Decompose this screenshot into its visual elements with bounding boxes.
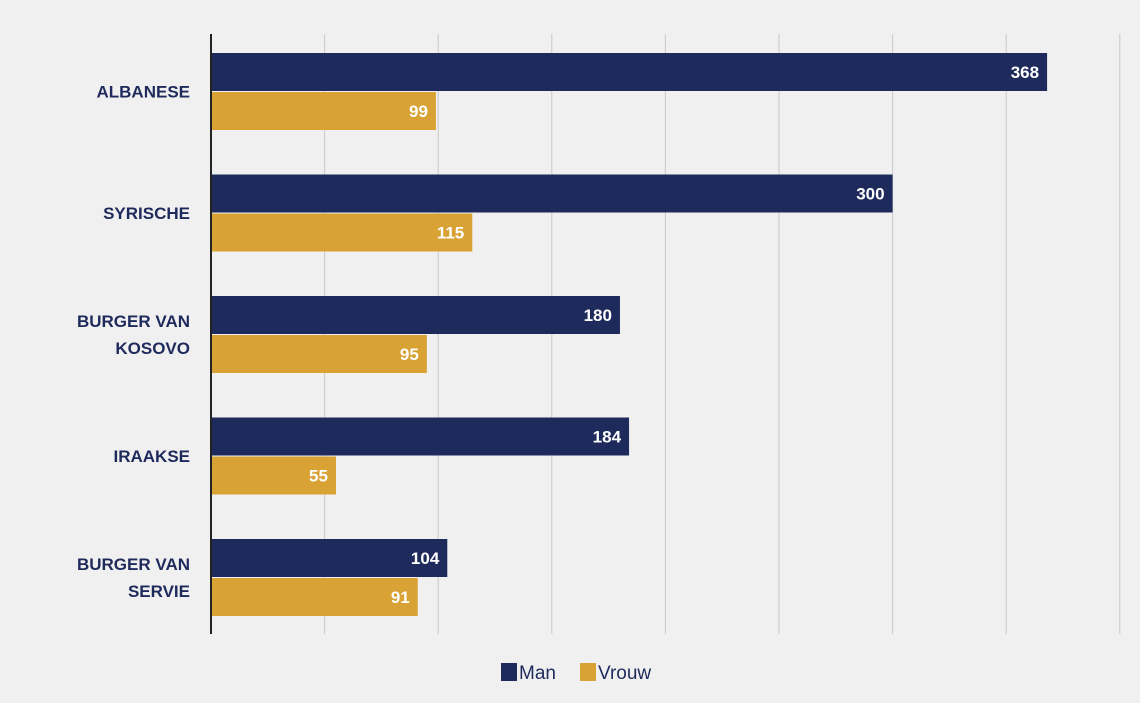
data-label-man: 104 — [411, 549, 440, 568]
category-label: SYRISCHE — [103, 204, 190, 223]
category-label-line: SYRISCHE — [103, 204, 190, 223]
bar-vrouw — [211, 214, 472, 252]
category-label-line: BURGER VAN — [77, 312, 190, 331]
data-label-vrouw: 91 — [391, 588, 410, 607]
category-label: IRAAKSE — [113, 447, 190, 466]
bar-vrouw — [211, 578, 418, 616]
category-label-line: IRAAKSE — [113, 447, 190, 466]
legend-swatch-man — [501, 663, 517, 681]
data-label-man: 300 — [856, 185, 884, 204]
bar-man — [211, 175, 893, 213]
data-label-vrouw: 55 — [309, 467, 328, 486]
data-label-man: 180 — [584, 306, 612, 325]
category-label-line: KOSOVO — [115, 339, 190, 358]
category-label-line: BURGER VAN — [77, 555, 190, 574]
data-label-man: 184 — [593, 428, 622, 447]
category-label: ALBANESE — [96, 83, 190, 102]
category-label-line: ALBANESE — [96, 83, 190, 102]
bar-man — [211, 418, 629, 456]
data-label-man: 368 — [1011, 63, 1039, 82]
legend-label-vrouw: Vrouw — [598, 663, 651, 684]
category-label-line: SERVIE — [128, 582, 190, 601]
legend-swatch-vrouw — [580, 663, 596, 681]
bar-man — [211, 296, 620, 334]
bar-man — [211, 53, 1047, 91]
legend-label-man: Man — [519, 663, 556, 684]
data-label-vrouw: 115 — [437, 224, 464, 243]
bar-vrouw — [211, 92, 436, 130]
bar-vrouw — [211, 335, 427, 373]
data-label-vrouw: 95 — [400, 345, 419, 364]
data-label-vrouw: 99 — [409, 102, 428, 121]
